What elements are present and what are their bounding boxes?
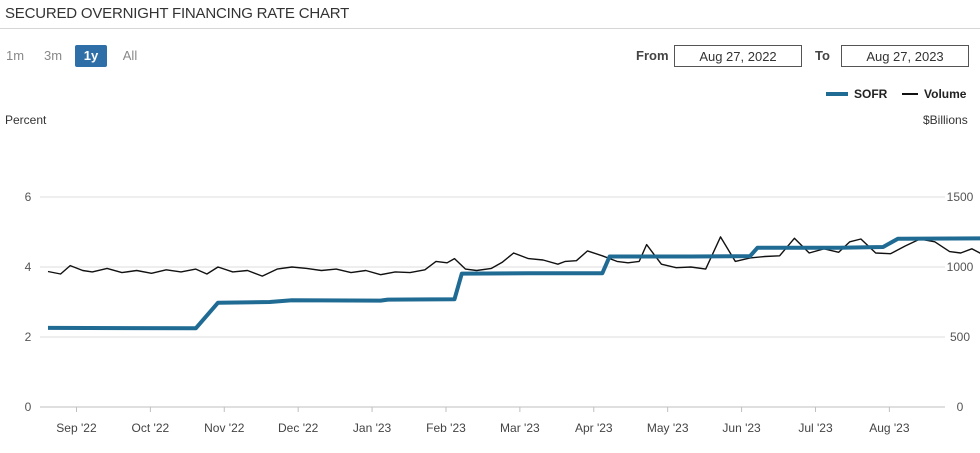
legend-item-sofr[interactable]: SOFR bbox=[826, 87, 887, 101]
x-tick-label: Apr '23 bbox=[575, 421, 613, 435]
range-button-all[interactable]: All bbox=[122, 48, 138, 63]
sofr-swatch bbox=[826, 92, 848, 96]
y-left-axis-title: Percent bbox=[5, 113, 47, 127]
x-tick-label: Feb '23 bbox=[426, 421, 466, 435]
x-tick-label: Sep '22 bbox=[56, 421, 97, 435]
title-bar: SECURED OVERNIGHT FINANCING RATE CHART bbox=[0, 0, 980, 29]
x-tick-label: Dec '22 bbox=[278, 421, 319, 435]
from-label: From bbox=[636, 48, 669, 63]
y-right-axis-title: $Billions bbox=[923, 113, 968, 127]
x-tick-label: Mar '23 bbox=[500, 421, 540, 435]
volume-swatch bbox=[902, 93, 918, 95]
to-label: To bbox=[815, 48, 830, 63]
y-right-tick-label: 500 bbox=[950, 330, 970, 344]
series-line-volume bbox=[47, 236, 980, 277]
x-tick-label: Oct '22 bbox=[132, 421, 170, 435]
to-date-input[interactable]: Aug 27, 2023 bbox=[841, 45, 969, 67]
from-date-input[interactable]: Aug 27, 2022 bbox=[674, 45, 802, 67]
range-button-3m[interactable]: 3m bbox=[43, 48, 63, 63]
legend-item-volume[interactable]: Volume bbox=[902, 87, 966, 101]
x-tick-label: Jul '23 bbox=[798, 421, 833, 435]
range-button-1y[interactable]: 1y bbox=[75, 45, 107, 67]
x-tick-label: Aug '23 bbox=[869, 421, 910, 435]
chart-title: SECURED OVERNIGHT FINANCING RATE CHART bbox=[5, 5, 350, 22]
y-left-tick-label: 0 bbox=[25, 400, 32, 414]
y-left-tick-label: 2 bbox=[25, 330, 32, 344]
y-left-tick-label: 4 bbox=[25, 260, 32, 274]
series-line-sofr bbox=[47, 236, 980, 331]
legend-label-sofr: SOFR bbox=[854, 87, 888, 101]
x-tick-label: Jun '23 bbox=[722, 421, 761, 435]
range-button-1m[interactable]: 1m bbox=[5, 48, 25, 63]
legend-label-volume: Volume bbox=[924, 87, 967, 101]
x-tick-label: Jan '23 bbox=[353, 421, 392, 435]
y-right-tick-label: 1000 bbox=[947, 260, 974, 274]
y-right-tick-label: 0 bbox=[957, 400, 964, 414]
x-tick-label: Nov '22 bbox=[204, 421, 245, 435]
y-right-tick-label: 1500 bbox=[947, 190, 974, 204]
x-tick-label: May '23 bbox=[647, 421, 689, 435]
y-left-tick-label: 6 bbox=[25, 190, 32, 204]
